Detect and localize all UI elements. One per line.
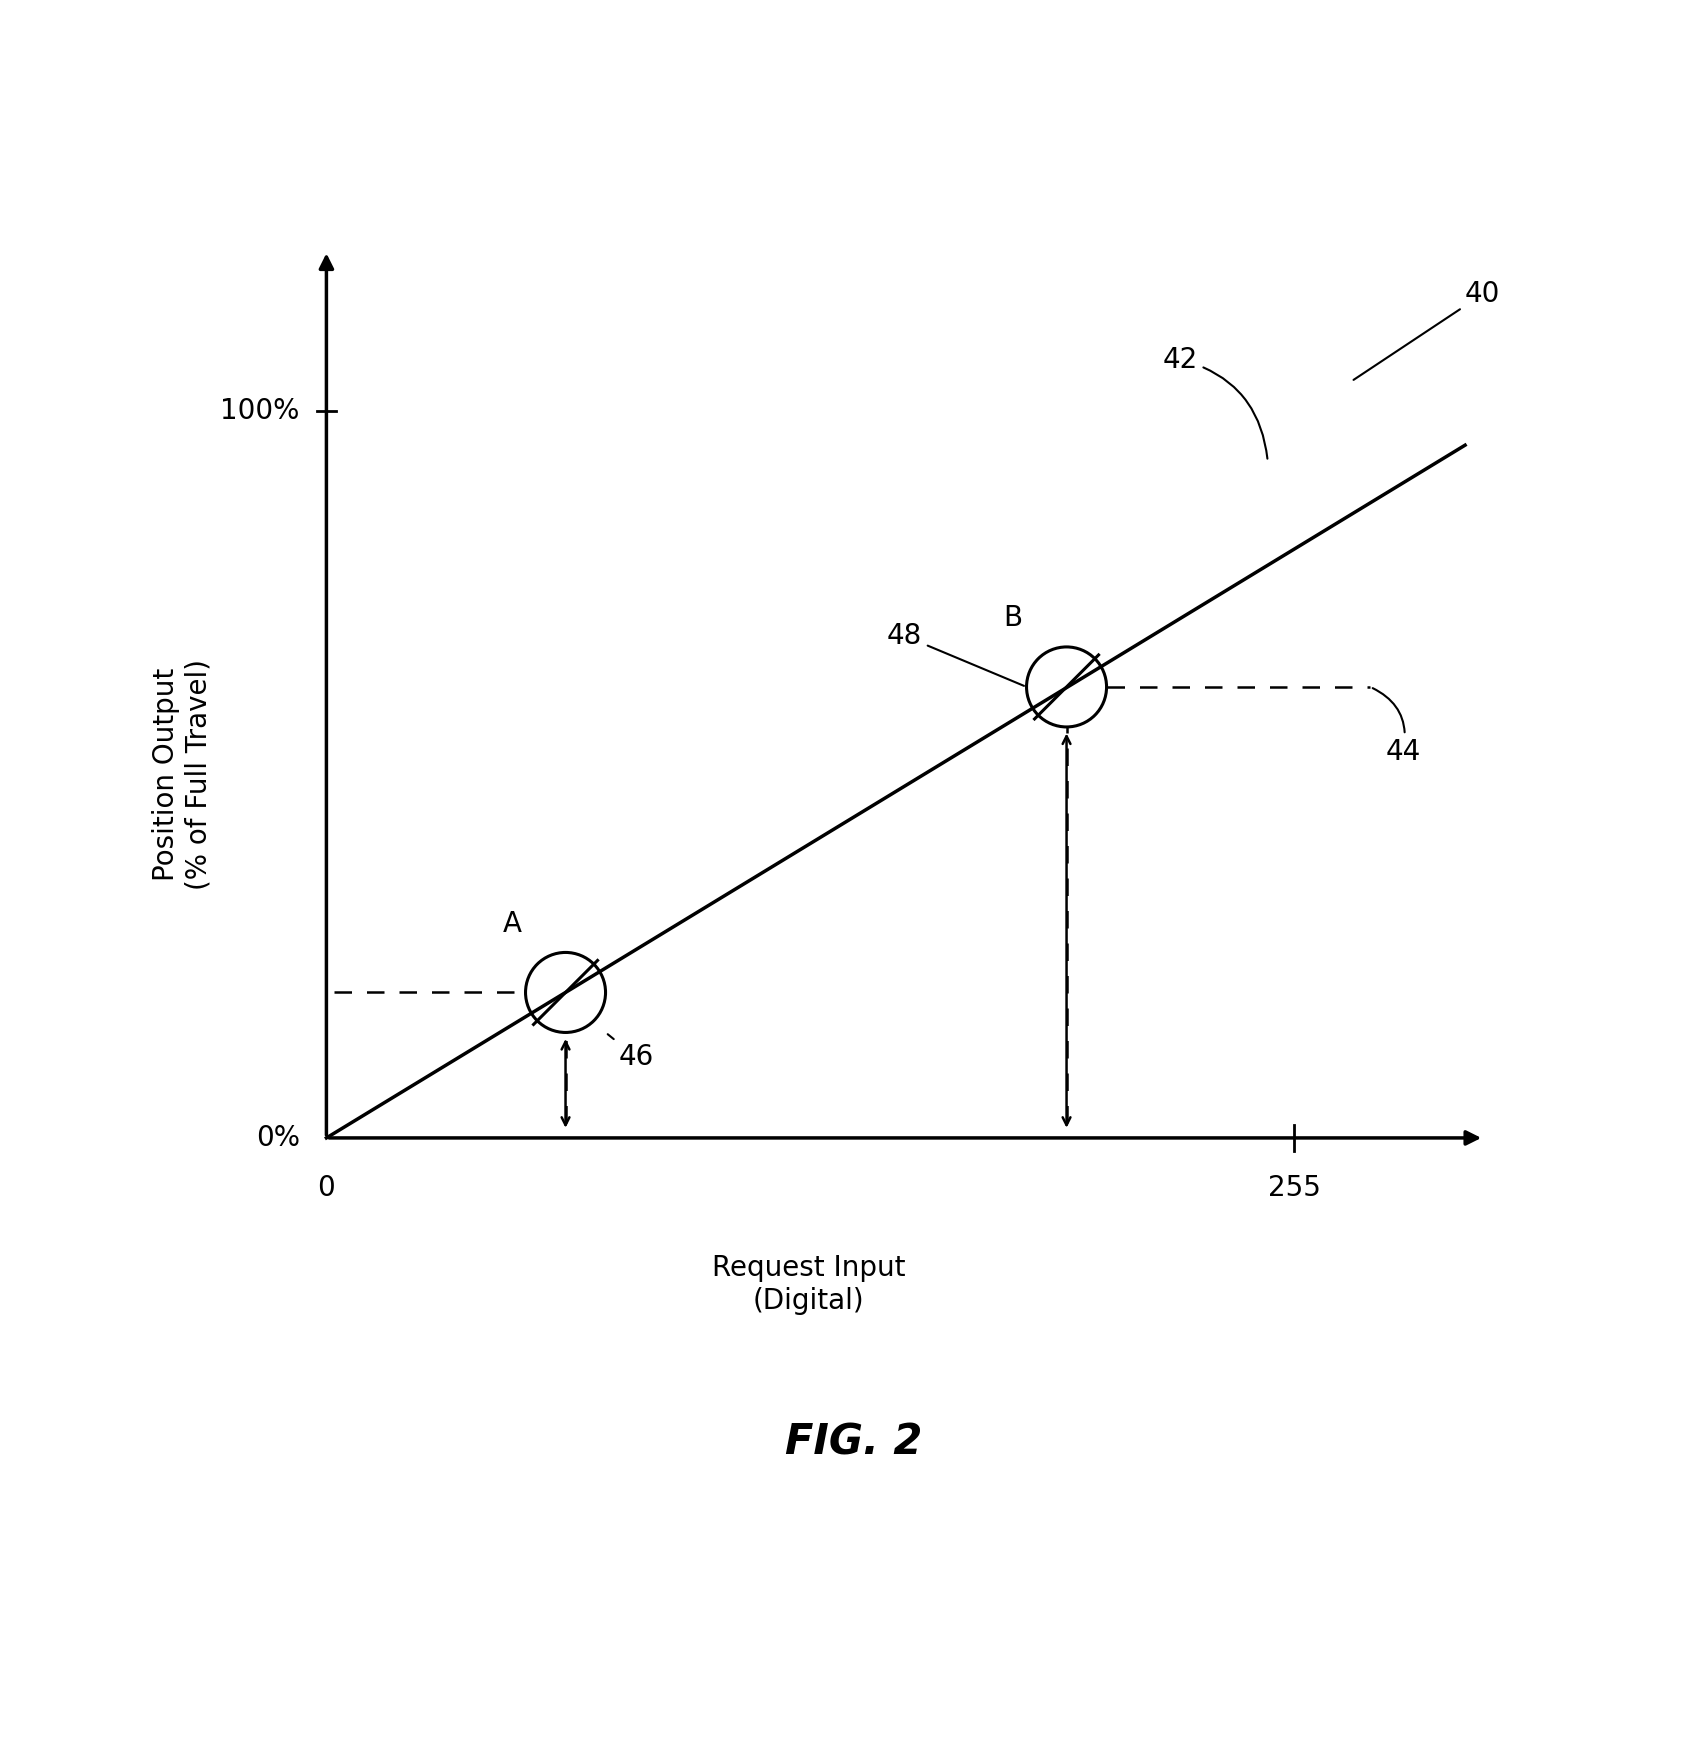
Text: 46: 46 — [608, 1034, 654, 1071]
Text: A: A — [502, 909, 521, 938]
Text: 255: 255 — [1267, 1175, 1320, 1203]
Text: 0: 0 — [318, 1175, 335, 1203]
Text: 0%: 0% — [256, 1124, 300, 1152]
Text: 100%: 100% — [220, 396, 300, 424]
Text: Request Input
(Digital): Request Input (Digital) — [712, 1254, 905, 1314]
Text: FIG. 2: FIG. 2 — [785, 1421, 922, 1463]
Text: Position Output
(% of Full Travel): Position Output (% of Full Travel) — [152, 658, 212, 890]
Text: 42: 42 — [1162, 345, 1267, 459]
Text: 48: 48 — [886, 623, 1024, 686]
Text: 40: 40 — [1352, 280, 1499, 380]
Text: 44: 44 — [1372, 688, 1420, 765]
Text: B: B — [1004, 605, 1022, 633]
